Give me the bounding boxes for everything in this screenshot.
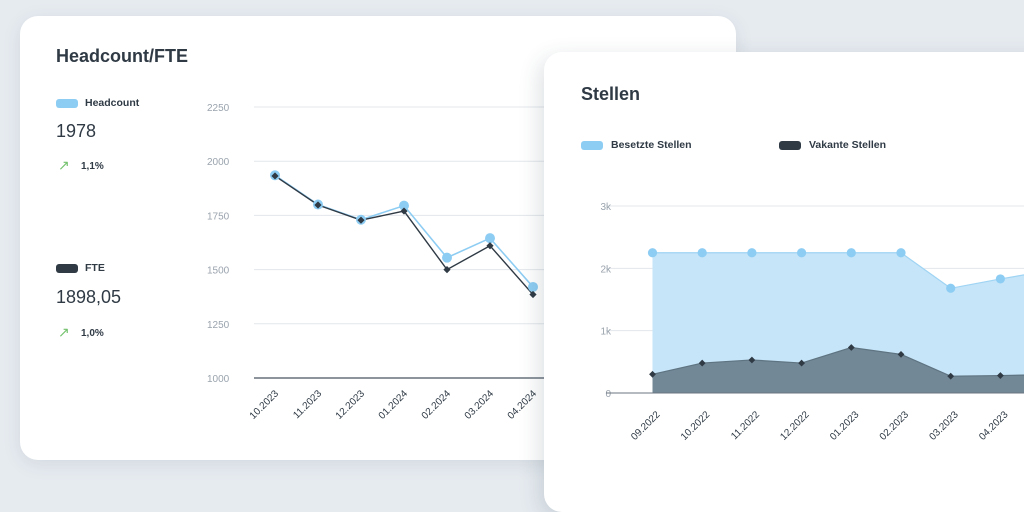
besetzte-point bbox=[797, 248, 806, 257]
headcount-point bbox=[528, 282, 538, 292]
x-tick-label: 04.2024 bbox=[506, 388, 540, 422]
x-tick-label: 03.2023 bbox=[927, 409, 961, 443]
headcount-point bbox=[442, 253, 452, 263]
x-tick-label: 10.2023 bbox=[248, 388, 282, 422]
y-tick-label: 2k bbox=[600, 264, 612, 275]
besetzte-point bbox=[698, 248, 707, 257]
y-tick-label: 1000 bbox=[207, 374, 230, 385]
x-tick-label: 02.2023 bbox=[878, 409, 912, 443]
x-tick-label: 03.2024 bbox=[463, 388, 497, 422]
x-tick-label: 09.2022 bbox=[629, 409, 663, 443]
x-tick-label: 12.2022 bbox=[778, 409, 812, 443]
y-tick-label: 1250 bbox=[207, 320, 230, 331]
y-tick-label: 2000 bbox=[207, 157, 230, 168]
x-tick-label: 11.2022 bbox=[729, 409, 762, 442]
y-tick-label: 1k bbox=[600, 327, 612, 338]
headcount-line bbox=[275, 175, 533, 287]
x-tick-label: 12.2023 bbox=[334, 388, 368, 422]
y-tick-label: 2250 bbox=[207, 103, 230, 114]
besetzte-point bbox=[896, 248, 905, 257]
x-tick-label: 01.2023 bbox=[828, 409, 862, 443]
stellen-area-chart: 3k 2k 1k 0 09.2022 10.2022 11.2022 12.2022 01.20… bbox=[544, 52, 1024, 512]
y-tick-label: 0 bbox=[605, 389, 611, 400]
besetzte-point bbox=[747, 248, 756, 257]
headcount-point bbox=[485, 233, 495, 243]
x-tick-label: 02.2024 bbox=[420, 388, 454, 422]
y-tick-label: 3k bbox=[600, 202, 612, 213]
besetzte-point bbox=[996, 274, 1005, 283]
x-tick-label: 10.2022 bbox=[679, 409, 713, 443]
y-tick-label: 1750 bbox=[207, 211, 230, 222]
x-tick-label: 01.2024 bbox=[377, 388, 411, 422]
stellen-card: Stellen Besetzte Stellen Vakante Stellen… bbox=[544, 52, 1024, 512]
x-tick-label: 11.2023 bbox=[291, 388, 324, 421]
besetzte-point bbox=[946, 284, 955, 293]
y-tick-label: 1500 bbox=[207, 266, 230, 277]
besetzte-point bbox=[648, 248, 657, 257]
x-tick-label: 04.2023 bbox=[977, 409, 1011, 443]
besetzte-point bbox=[847, 248, 856, 257]
fte-line bbox=[275, 176, 533, 295]
